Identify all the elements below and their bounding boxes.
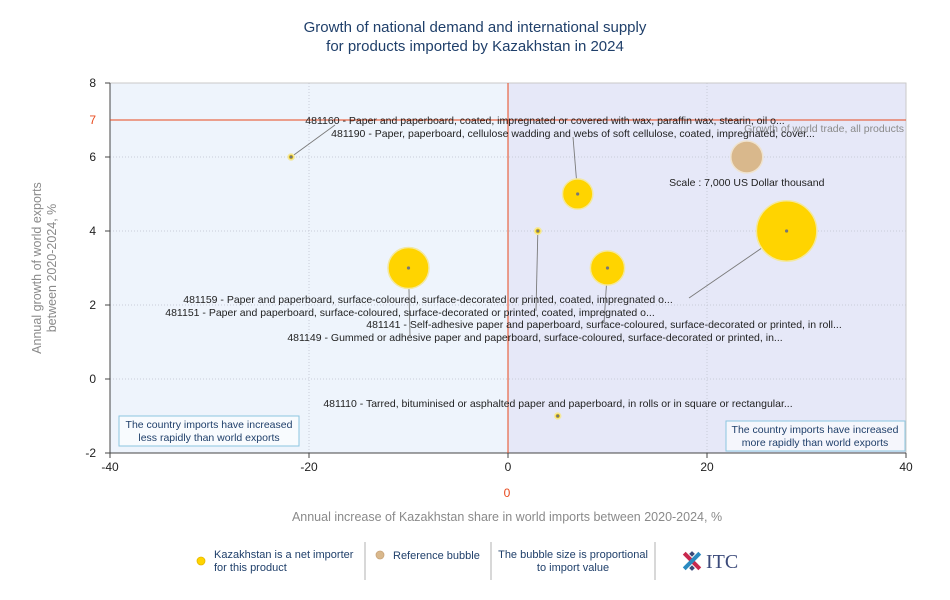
x-tick-label: 20	[700, 460, 714, 474]
bubble-center-481141	[605, 266, 610, 270]
reference-bubble	[730, 140, 764, 174]
quadrant-right-line2: more rapidly than world exports	[742, 437, 888, 449]
legend-reference-marker	[375, 550, 385, 560]
bubbles	[287, 153, 818, 420]
y-tick-label: 4	[89, 224, 96, 238]
zero-share-marker: 0	[504, 486, 511, 500]
leader-line-481151	[535, 230, 539, 312]
bubble-center-481151	[536, 229, 540, 233]
y-axis-ticks: -2 0 2 4 6 8	[85, 76, 110, 460]
bubble-label-481149: 481149 - Gummed or adhesive paper and pa…	[287, 332, 782, 344]
quadrant-right-line1: The country imports have increased	[732, 424, 899, 436]
y-tick-label: 2	[89, 298, 96, 312]
reference-bubble-label: Scale : 7,000 US Dollar thousand	[669, 177, 824, 189]
bubble-label-481160: 481160 - Paper and paperboard, coated, i…	[305, 115, 784, 127]
legend: Kazakhstan is a net importer for this pr…	[196, 542, 738, 580]
x-tick-label: -40	[101, 460, 119, 474]
chart-title-line1: Growth of national demand and internatio…	[304, 19, 647, 36]
leader-line-481190	[290, 124, 336, 158]
world-growth-label: Growth of world trade, all products	[744, 123, 904, 135]
x-tick-label: 0	[505, 460, 512, 474]
quadrant-left-line1: The country imports have increased	[126, 419, 293, 431]
bubble-label-481110: 481110 - Tarred, bituminised or asphalte…	[323, 398, 792, 410]
y-tick-label: 8	[89, 76, 96, 90]
chart-title-line2: for products imported by Kazakhstan in 2…	[326, 38, 624, 55]
itc-logo-text: ITC	[706, 551, 738, 573]
y-tick-label: -2	[85, 446, 96, 460]
quadrant-left-note: The country imports have increased less …	[118, 415, 300, 447]
bubble-label-481159: 481159 - Paper and paperboard, surface-c…	[183, 294, 673, 306]
legend-net-importer-line1: Kazakhstan is a net importer	[214, 549, 354, 561]
bubble-center-481159	[785, 229, 789, 233]
legend-size-note-line1: The bubble size is proportional	[498, 549, 648, 561]
y-axis-label-line2: between 2020-2024, %	[45, 204, 59, 333]
y-axis-label-line1: Annual growth of world exports	[30, 182, 44, 354]
world-growth-tick-label: 7	[89, 113, 96, 127]
legend-net-importer-marker	[196, 556, 206, 566]
bubble-label-481141: 481141 - Self-adhesive paper and paperbo…	[366, 319, 842, 331]
y-tick-label: 0	[89, 372, 96, 386]
x-tick-label: 40	[899, 460, 913, 474]
x-axis-label: Annual increase of Kazakhstan share in w…	[292, 510, 722, 524]
quadrant-left-line2: less rapidly than world exports	[138, 432, 279, 444]
legend-size-note-line2: to import value	[537, 562, 609, 574]
itc-logo: ITC	[682, 551, 738, 573]
x-tick-label: -20	[300, 460, 318, 474]
bubble-center-481160	[576, 192, 580, 196]
quadrant-right-background	[508, 83, 906, 453]
legend-reference-label: Reference bubble	[393, 550, 480, 562]
legend-net-importer-line2: for this product	[214, 562, 287, 574]
bubble-center-481190	[289, 155, 293, 159]
bubble-label-481190: 481190 - Paper, paperboard, cellulose wa…	[331, 128, 815, 140]
bubble-center-481110	[556, 414, 560, 418]
bubble-center-481149	[406, 266, 411, 270]
bubble-labels: 481160 - Paper and paperboard, coated, i…	[165, 115, 842, 410]
quadrant-right-note: The country imports have increased more …	[725, 420, 906, 452]
x-axis-ticks: -40 -20 0 20 40	[101, 453, 913, 474]
bubble-label-481151: 481151 - Paper and paperboard, surface-c…	[165, 307, 655, 319]
y-tick-label: 6	[89, 150, 96, 164]
quadrant-left-background	[110, 83, 508, 453]
